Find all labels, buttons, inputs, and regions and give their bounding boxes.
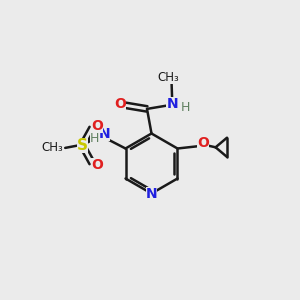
- Text: CH₃: CH₃: [41, 141, 63, 154]
- Text: N: N: [167, 97, 178, 110]
- Text: CH₃: CH₃: [157, 71, 179, 84]
- Text: O: O: [114, 97, 126, 111]
- Text: S: S: [77, 138, 88, 153]
- Text: O: O: [92, 119, 103, 133]
- Text: H: H: [90, 132, 99, 145]
- Text: H: H: [181, 100, 190, 114]
- Text: O: O: [92, 158, 103, 172]
- Text: O: O: [197, 136, 209, 150]
- Text: N: N: [146, 187, 157, 201]
- Text: N: N: [99, 127, 110, 141]
